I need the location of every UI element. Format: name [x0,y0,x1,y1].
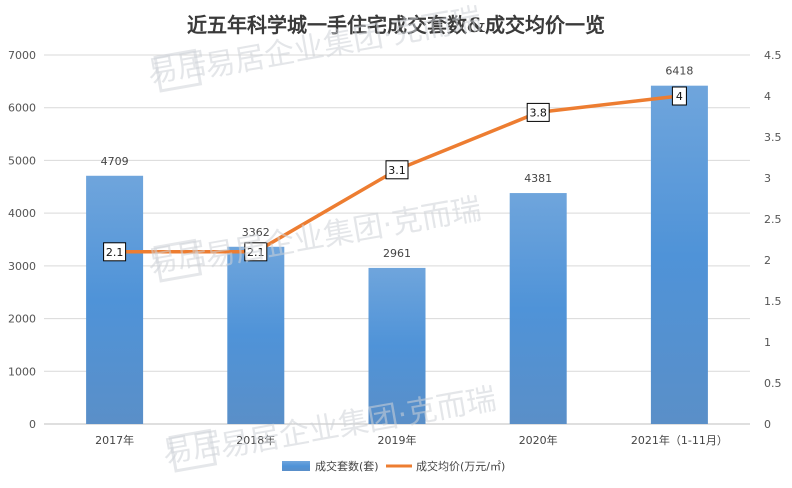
y-right-tick-label: 3 [764,172,771,185]
bar-value-label: 2961 [383,247,411,260]
line-label-box [103,242,127,262]
line-series: 2.1 2.1 3.1 3.8 4 [103,86,687,262]
y-left-tick-label: 1000 [8,365,36,378]
y-right-tick-label: 4.5 [764,49,782,62]
watermark-logo-box [168,428,218,473]
y-right-tick-label: 3.5 [764,131,782,144]
y-right-tick-label: 0.5 [764,377,782,390]
y-right-tick-label: 1 [764,336,771,349]
y-right-tick-label: 1.5 [764,295,782,308]
bar-series: 4709 3362 2961 4381 6418 [86,65,708,424]
x-tick-label: 2018年 [236,433,275,447]
x-axis: 2017年 2018年 2019年 2020年 2021年（1-11月） [95,433,728,447]
line-label-box [385,160,409,180]
watermark-logo-box [153,48,203,93]
y-right-tick-label: 0 [764,418,771,431]
y-right-tick-label: 4 [764,90,771,103]
bar [650,85,708,424]
x-tick-label: 2020年 [519,433,558,447]
x-tick-label: 2021年（1-11月） [631,433,728,447]
bar [227,246,285,424]
y-right-tick-label: 2.5 [764,213,782,226]
bar [368,267,426,424]
bar-value-label: 3362 [242,226,270,239]
y-left-tick-label: 6000 [8,102,36,115]
watermark-logo-text: 易居 [145,46,210,91]
bar-value-label: 4709 [101,155,129,168]
watermark-logo-box [153,238,203,283]
y-axis-right: 0 0.5 1 1.5 2 2.5 3 3.5 4 4.5 [764,49,782,431]
bar [86,175,144,424]
x-tick-label: 2017年 [95,433,134,447]
watermark-logo-text: 易居 [160,426,225,471]
y-left-tick-label: 7000 [8,49,36,62]
chart-title: 近五年科学城一手住宅成交套数&成交均价一览 [187,13,605,37]
y-left-tick-label: 5000 [8,154,36,167]
line-value-label: 2.1 [106,246,124,259]
line-label-box [526,102,550,122]
y-left-tick-label: 0 [29,418,36,431]
line-value-label: 2.1 [247,246,265,259]
line-label-box [671,86,687,106]
watermark-logo-text: 易居 [145,236,210,281]
x-tick-label: 2019年 [378,433,417,447]
line-label-box [244,242,268,262]
legend: 成交套数(套) 成交均价(万元/㎡) [282,459,505,473]
y-left-tick-label: 4000 [8,207,36,220]
line-value-label: 3.8 [529,106,547,119]
legend-bar-swatch [282,461,310,471]
bar-value-label: 6418 [665,65,693,78]
y-axis-left: 0 1000 2000 3000 4000 5000 6000 7000 [8,49,36,431]
legend-line-label: 成交均价(万元/㎡) [416,459,505,473]
y-left-tick-label: 3000 [8,260,36,273]
bar-value-label: 4381 [524,172,552,185]
line-value-label: 4 [676,90,683,103]
y-right-tick-label: 2 [764,254,771,267]
legend-bar-label: 成交套数(套) [315,459,379,473]
y-left-tick-label: 2000 [8,313,36,326]
line-value-label: 3.1 [388,164,406,177]
bar [509,193,567,424]
